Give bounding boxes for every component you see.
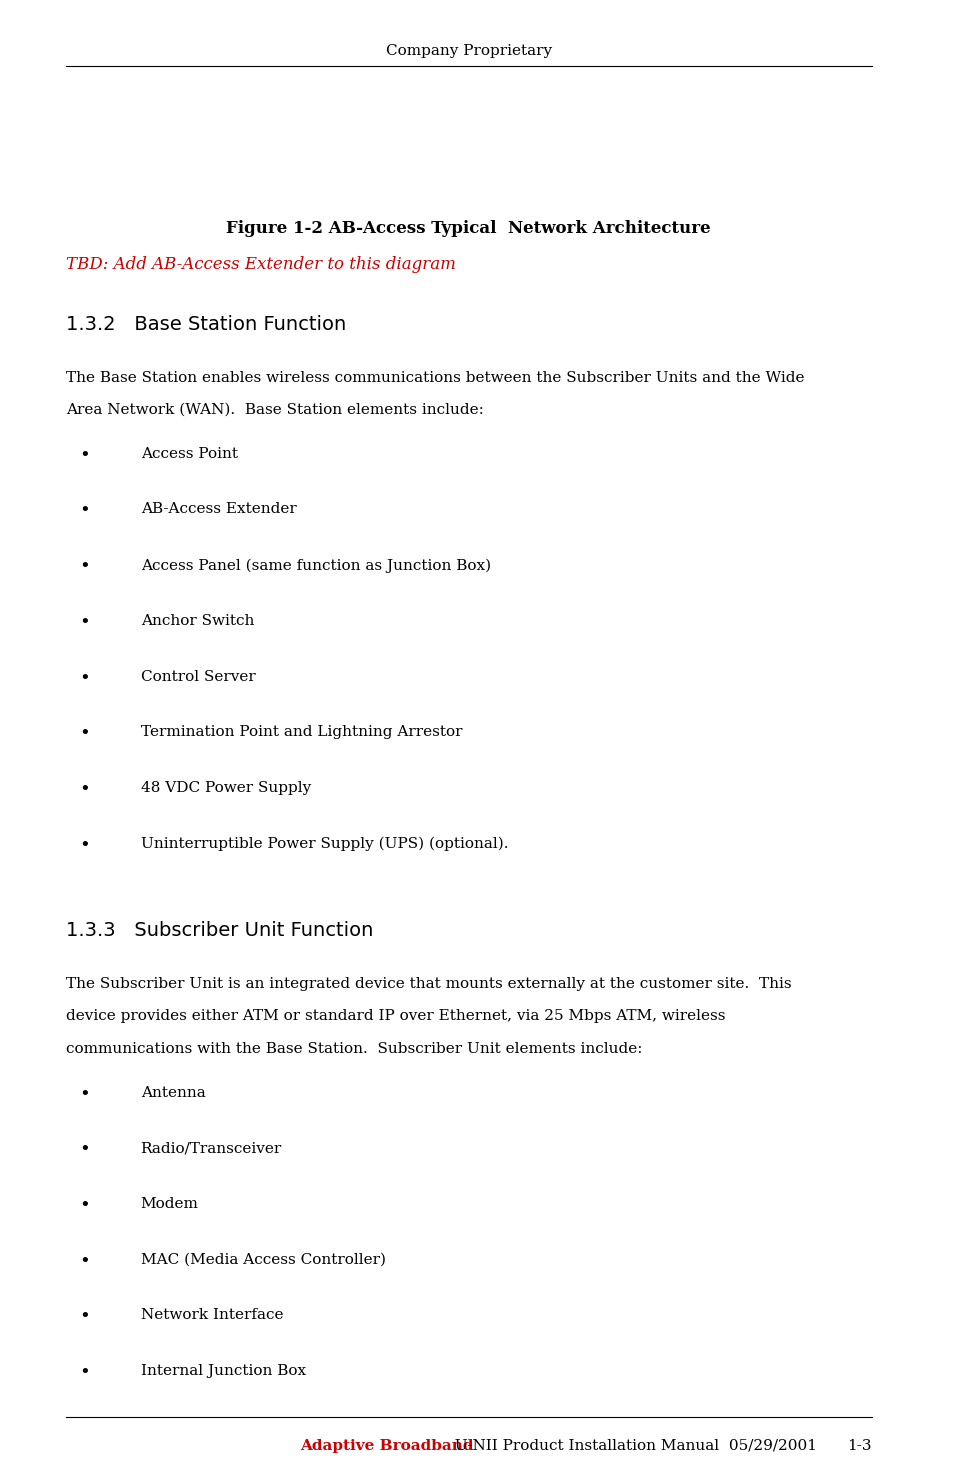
Text: Termination Point and Lightning Arrestor: Termination Point and Lightning Arrestor bbox=[140, 725, 462, 740]
Text: Radio/Transceiver: Radio/Transceiver bbox=[140, 1141, 281, 1156]
Text: •: • bbox=[80, 1197, 91, 1214]
Text: 1-3: 1-3 bbox=[847, 1439, 872, 1453]
Text: •: • bbox=[80, 614, 91, 631]
Text: •: • bbox=[80, 670, 91, 687]
Text: •: • bbox=[80, 781, 91, 798]
Text: Access Point: Access Point bbox=[140, 447, 238, 461]
Text: Company Proprietary: Company Proprietary bbox=[386, 44, 552, 59]
Text: Area Network (WAN).  Base Station elements include:: Area Network (WAN). Base Station element… bbox=[65, 403, 483, 418]
Text: •: • bbox=[80, 558, 91, 576]
Text: Adaptive Broadband: Adaptive Broadband bbox=[300, 1439, 473, 1453]
Text: •: • bbox=[80, 1364, 91, 1381]
Text: •: • bbox=[80, 502, 91, 520]
Text: •: • bbox=[80, 1086, 91, 1103]
Text: 48 VDC Power Supply: 48 VDC Power Supply bbox=[140, 781, 311, 795]
Text: communications with the Base Station.  Subscriber Unit elements include:: communications with the Base Station. Su… bbox=[65, 1042, 642, 1056]
Text: Anchor Switch: Anchor Switch bbox=[140, 614, 254, 628]
Text: •: • bbox=[80, 1253, 91, 1270]
Text: •: • bbox=[80, 1141, 91, 1159]
Text: •: • bbox=[80, 725, 91, 743]
Text: Figure 1-2 AB-Access Typical  Network Architecture: Figure 1-2 AB-Access Typical Network Arc… bbox=[226, 220, 711, 237]
Text: Internal Junction Box: Internal Junction Box bbox=[140, 1364, 306, 1379]
Text: Uninterruptible Power Supply (UPS) (optional).: Uninterruptible Power Supply (UPS) (opti… bbox=[140, 837, 508, 851]
Text: Access Panel (same function as Junction Box): Access Panel (same function as Junction … bbox=[140, 558, 491, 573]
Text: Control Server: Control Server bbox=[140, 670, 255, 684]
Text: •: • bbox=[80, 447, 91, 464]
Text: TBD: Add AB-Access Extender to this diagram: TBD: Add AB-Access Extender to this diag… bbox=[65, 256, 456, 274]
Text: The Subscriber Unit is an integrated device that mounts externally at the custom: The Subscriber Unit is an integrated dev… bbox=[65, 977, 791, 992]
Text: Modem: Modem bbox=[140, 1197, 199, 1212]
Text: Antenna: Antenna bbox=[140, 1086, 206, 1100]
Text: The Base Station enables wireless communications between the Subscriber Units an: The Base Station enables wireless commun… bbox=[65, 371, 805, 385]
Text: U-NII Product Installation Manual  05/29/2001: U-NII Product Installation Manual 05/29/… bbox=[445, 1439, 817, 1453]
Text: 1.3.2   Base Station Function: 1.3.2 Base Station Function bbox=[65, 315, 346, 334]
Text: •: • bbox=[80, 1308, 91, 1326]
Text: •: • bbox=[80, 837, 91, 854]
Text: AB-Access Extender: AB-Access Extender bbox=[140, 502, 296, 517]
Text: 1.3.3   Subscriber Unit Function: 1.3.3 Subscriber Unit Function bbox=[65, 921, 373, 941]
Text: Network Interface: Network Interface bbox=[140, 1308, 283, 1323]
Text: device provides either ATM or standard IP over Ethernet, via 25 Mbps ATM, wirele: device provides either ATM or standard I… bbox=[65, 1009, 725, 1024]
Text: MAC (Media Access Controller): MAC (Media Access Controller) bbox=[140, 1253, 386, 1267]
